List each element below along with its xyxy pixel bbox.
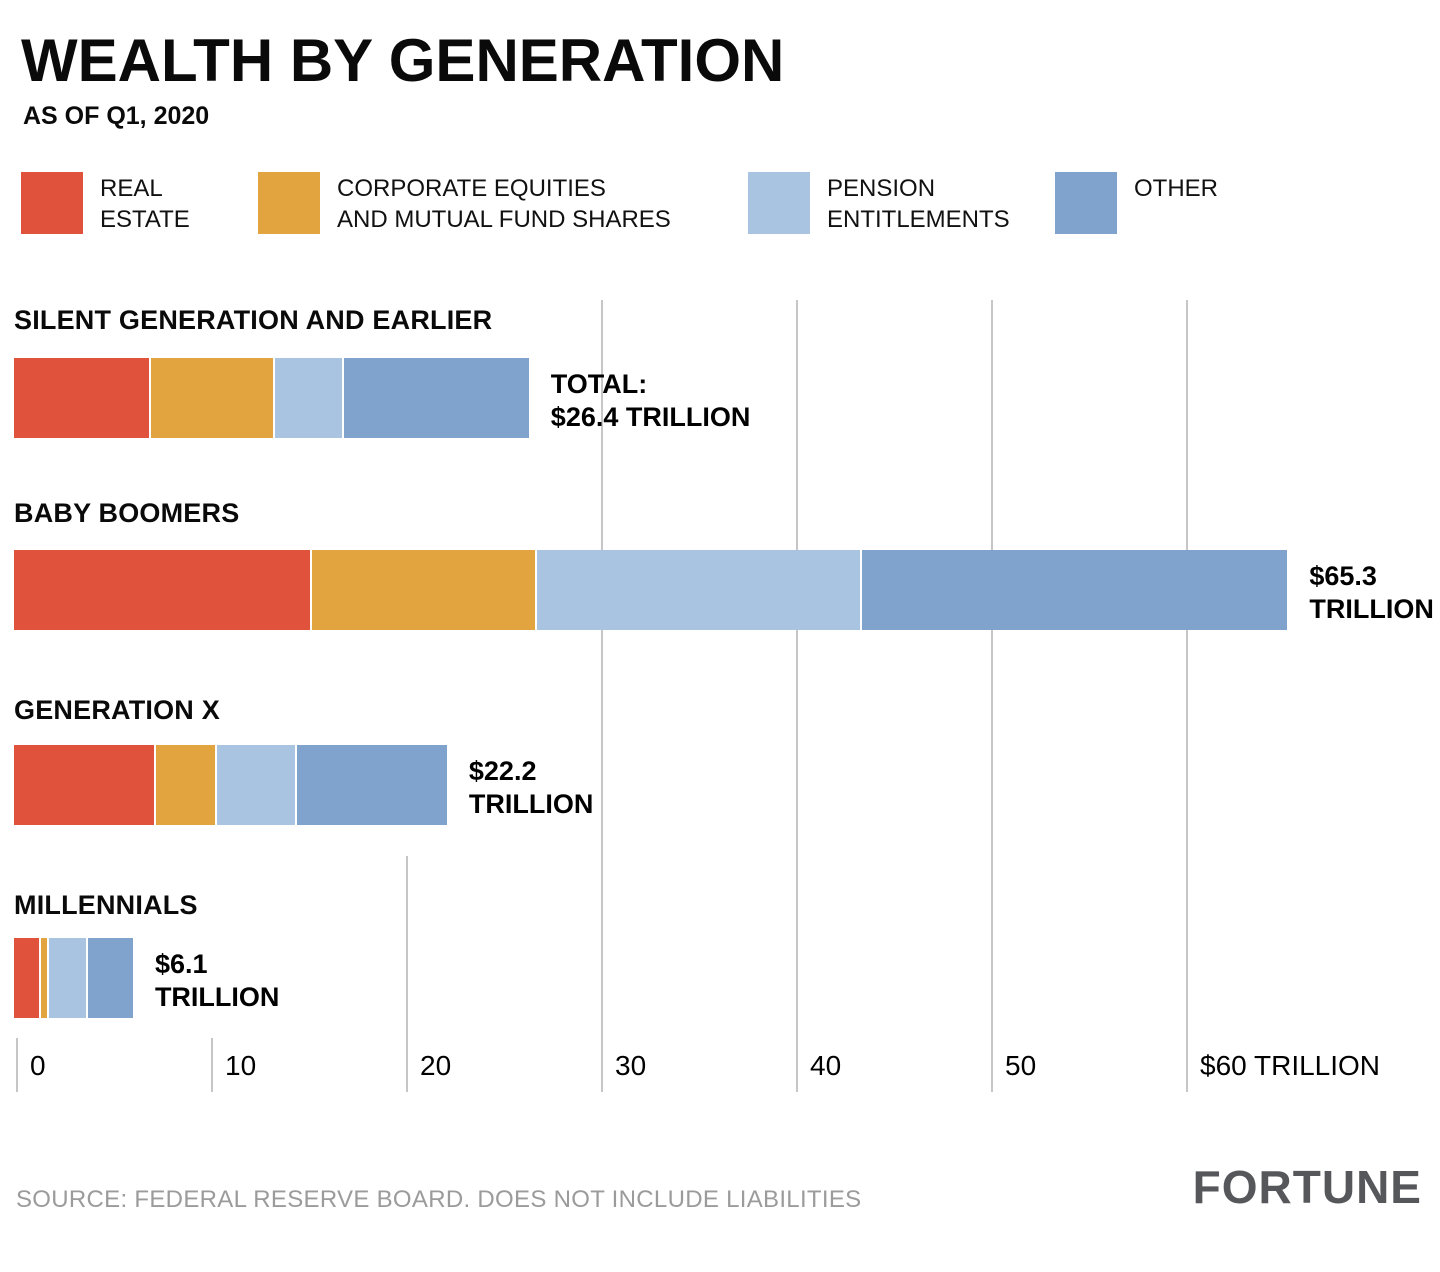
axis-gridline	[796, 300, 798, 1092]
chart-area: 0 10 20 30 40 50 $60 TRILLION SILENT GENERATION…	[0, 300, 1440, 1092]
generation-label: GENERATION X	[14, 695, 220, 725]
chart-title: WEALTH BY GENERATION	[21, 27, 785, 94]
generation-label: BABY BOOMERS	[14, 498, 240, 528]
legend-swatch-pension	[748, 172, 810, 234]
bar-segment-equities	[310, 550, 535, 630]
legend-item-real-estate: REAL ESTATE	[21, 172, 190, 235]
stacked-bar	[14, 745, 447, 825]
legend-swatch-real-estate	[21, 172, 83, 234]
bar-segment-equities	[148, 358, 274, 438]
axis-gridline	[601, 300, 603, 1092]
bar-segment-pension	[273, 358, 342, 438]
generation-label: MILLENNIALS	[14, 890, 198, 920]
bar-segment-real-estate	[14, 358, 149, 438]
bar-segment-other	[294, 745, 447, 825]
bar-segment-real-estate	[14, 550, 311, 630]
bar-total-label: $65.3 TRILLION	[1309, 561, 1434, 624]
axis-gridline	[211, 1038, 213, 1092]
legend-label-other: OTHER	[1134, 175, 1218, 202]
bar-segment-real-estate	[14, 745, 155, 825]
axis-gridline	[991, 300, 993, 1092]
axis-tick-label: 20	[420, 1050, 452, 1081]
axis-tick-label: 30	[615, 1050, 647, 1081]
stacked-bar	[14, 550, 1288, 630]
generation-label: SILENT GENERATION AND EARLIER	[14, 305, 493, 335]
legend-label-pension: PENSION ENTITLEMENTS	[827, 175, 1010, 234]
bar-segment-pension	[534, 550, 861, 630]
legend: REAL ESTATE CORPORATE EQUITIES AND MUTUA…	[0, 172, 1440, 244]
bar-segment-equities	[39, 938, 48, 1018]
axis-tick-label: 10	[225, 1050, 257, 1081]
stacked-bar	[14, 358, 529, 438]
chart-subtitle: AS OF Q1, 2020	[23, 102, 210, 130]
bar-total-label: $6.1 TRILLION	[154, 949, 280, 1012]
axis-gridline	[16, 1038, 18, 1092]
legend-label-equities: CORPORATE EQUITIES AND MUTUAL FUND SHARE…	[337, 175, 671, 234]
bar-segment-pension	[214, 745, 295, 825]
bar-segment-other	[341, 358, 529, 438]
bar-segment-real-estate	[14, 938, 40, 1018]
source-note: SOURCE: FEDERAL RESERVE BOARD. DOES NOT …	[16, 1186, 862, 1213]
legend-item-other: OTHER	[1055, 172, 1218, 234]
legend-swatch-other	[1055, 172, 1117, 234]
axis-tick-label: 50	[1005, 1050, 1037, 1081]
legend-item-equities: CORPORATE EQUITIES AND MUTUAL FUND SHARE…	[258, 172, 671, 235]
legend-swatch-equities	[258, 172, 320, 234]
bar-total-label: TOTAL: $26.4 TRILLION	[550, 369, 751, 432]
legend-item-pension: PENSION ENTITLEMENTS	[748, 172, 1010, 235]
axis-gridline	[406, 856, 408, 1092]
stacked-bar	[14, 938, 133, 1018]
bar-segment-equities	[154, 745, 215, 825]
axis-gridline	[1186, 300, 1188, 1092]
fortune-logo: FORTUNE	[1192, 1161, 1422, 1213]
bar-segment-other	[86, 938, 133, 1018]
axis-tick-label: 40	[810, 1050, 842, 1081]
bar-segment-pension	[47, 938, 87, 1018]
legend-label-real-estate: REAL ESTATE	[100, 175, 190, 234]
axis-tick-label: $60 TRILLION	[1200, 1050, 1381, 1081]
bar-segment-other	[860, 550, 1288, 630]
bar-total-label: $22.2 TRILLION	[468, 756, 594, 819]
axis-tick-label: 0	[30, 1050, 46, 1081]
